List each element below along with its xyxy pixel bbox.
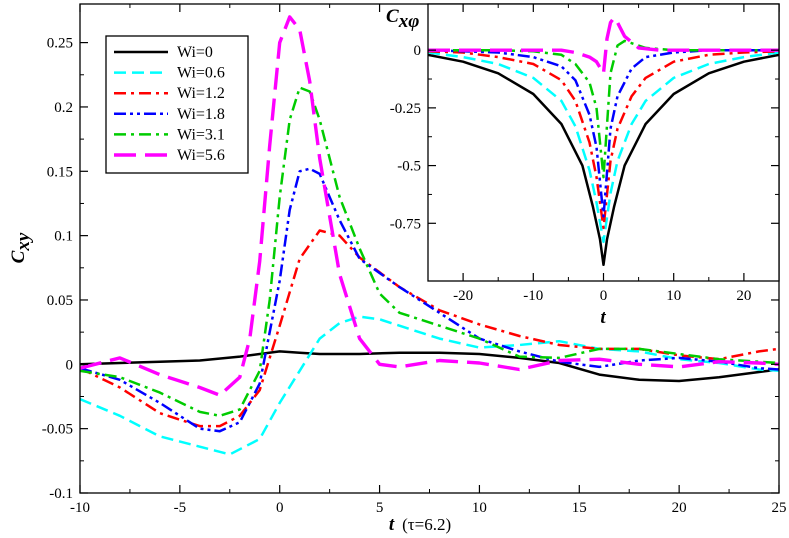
legend-label-1: Wi=0 — [177, 44, 213, 61]
x-tick-label: 10 — [472, 500, 487, 516]
inset-y-axis-label-sub: xφ — [398, 11, 420, 32]
series-line-4 — [80, 167, 779, 433]
inset-x-tick-label: -20 — [453, 288, 473, 304]
inset-y-axis-label: Cxφ — [386, 6, 419, 32]
inset-y-tick-label: 0 — [414, 43, 422, 59]
inset-series-line-1 — [428, 53, 779, 267]
x-tick-label: 5 — [376, 500, 384, 516]
x-axis: -10 -5 0 5 10 15 20 25 — [70, 4, 787, 516]
legend-label-3: Wi=1.2 — [177, 85, 225, 102]
inset-x-tick-label: 10 — [666, 288, 681, 304]
y-axis-label-var: C — [8, 250, 29, 263]
y-tick-label: 0.05 — [47, 293, 73, 309]
x-axis-label-var: t — [389, 514, 395, 535]
legend-label-6: Wi=5.6 — [177, 147, 225, 164]
y-tick-label: 0.1 — [54, 229, 73, 245]
y-tick-label: -0.1 — [49, 486, 73, 502]
inset-x-tick-label: 0 — [600, 288, 608, 304]
inset-y-axis: -0.75 -0.5 -0.25 0 — [390, 43, 779, 232]
inset-y-tick-label: -0.25 — [390, 101, 421, 117]
series-line-2 — [80, 315, 779, 456]
x-tick-label: 15 — [572, 500, 587, 516]
inset-x-tick-label: -10 — [523, 288, 543, 304]
y-tick-label: 0.2 — [54, 100, 73, 116]
inset-series-line-6 — [428, 16, 779, 76]
y-tick-label: 0.15 — [47, 164, 73, 180]
inset-y-tick-label: -0.75 — [390, 216, 421, 232]
inset-x-axis-label: t — [600, 307, 606, 328]
y-axis-label-sub: xy — [13, 232, 34, 252]
inset-y-tick-label: -0.5 — [397, 159, 421, 175]
inset-x-tick-label: 20 — [736, 288, 751, 304]
x-tick-label: 0 — [276, 500, 284, 516]
series-line-1 — [80, 350, 779, 383]
y-tick-label: -0.05 — [42, 422, 73, 438]
legend-label-4: Wi=1.8 — [177, 106, 225, 123]
y-tick-label: 0.25 — [47, 36, 73, 52]
legend-box — [105, 35, 249, 174]
inset-series-line-2 — [428, 51, 779, 244]
y-tick-label: 0 — [66, 357, 74, 373]
x-tick-label: 20 — [672, 500, 687, 516]
series-group — [80, 15, 779, 456]
series-line-5 — [80, 86, 779, 418]
x-tick-label: -5 — [174, 500, 187, 516]
inset-y-axis-label-var: C — [386, 6, 399, 27]
legend-label-5: Wi=3.1 — [177, 126, 225, 143]
x-axis-label: t (τ=6.2) — [389, 514, 451, 535]
legend-label-2: Wi=0.6 — [177, 65, 225, 82]
series-line-6 — [80, 15, 779, 397]
legend: Wi=0 Wi=0.6 Wi=1.2 Wi=1.8 Wi=3.1 Wi=5.6 — [105, 35, 249, 174]
inset-series-group — [428, 16, 779, 267]
x-tick-label: 25 — [772, 500, 787, 516]
x-axis-label-suffix: (τ=6.2) — [402, 515, 451, 534]
inset-series-line-3 — [428, 50, 779, 230]
x-tick-label: -10 — [70, 500, 90, 516]
inset-plot: -20 -10 0 10 20 -0.75 -0.5 -0.25 0 t Cxφ — [386, 3, 780, 328]
inset-x-axis: -20 -10 0 10 20 — [453, 4, 751, 304]
y-axis-label: Cxy — [8, 232, 34, 263]
